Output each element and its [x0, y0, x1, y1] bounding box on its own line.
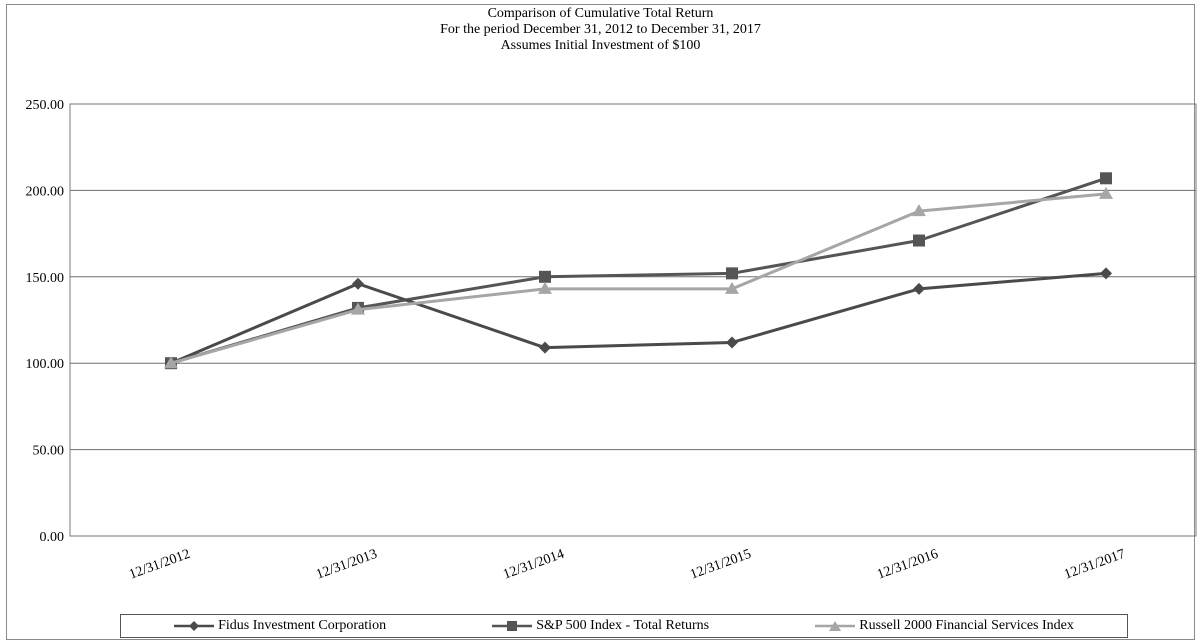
legend-item-fidus: Fidus Investment Corporation: [174, 618, 386, 634]
data-point-diamond: [913, 282, 925, 295]
data-point-triangle: [351, 302, 365, 315]
legend-label-sp500: S&P 500 Index - Total Returns: [536, 618, 710, 633]
legend: Fidus Investment Corporation S&P 500 Ind…: [120, 614, 1128, 638]
series-line-diamond: [170, 271, 1107, 365]
legend-label-fidus: Fidus Investment Corporation: [218, 618, 387, 633]
title-line-2: For the period December 31, 2012 to Dece…: [440, 22, 761, 37]
title-line-1: Comparison of Cumulative Total Return: [487, 6, 714, 21]
chart-title: Comparison of Cumulative Total Return Fo…: [0, 6, 1201, 54]
legend-item-russell: Russell 2000 Financial Services Index: [815, 618, 1074, 634]
title-line-3: Assumes Initial Investment of $100: [500, 38, 701, 53]
data-point-diamond: [352, 277, 364, 290]
data-point-triangle: [1099, 186, 1113, 199]
data-point-triangle: [725, 281, 739, 294]
data-point-square: [539, 270, 551, 283]
data-point-diamond: [726, 336, 738, 349]
y-tick-label: 200.00: [26, 184, 65, 199]
data-point-diamond: [539, 341, 551, 354]
data-point-square: [726, 267, 738, 280]
y-tick-label: 100.00: [26, 357, 65, 372]
data-point-diamond: [1100, 267, 1112, 280]
x-tick-label: 12/31/2016: [875, 547, 940, 583]
chart-frame: [6, 4, 1195, 640]
data-point-triangle: [538, 281, 552, 294]
plot-area: [69, 103, 1197, 537]
x-tick-label: 12/31/2014: [501, 547, 566, 583]
legend-label-russell: Russell 2000 Financial Services Index: [859, 618, 1074, 633]
x-tick-label: 12/31/2017: [1062, 547, 1127, 583]
legend-marker-triangle: [815, 621, 856, 631]
x-tick-label: 12/31/2012: [127, 547, 192, 583]
legend-marker-square: [492, 621, 533, 631]
data-point-triangle: [164, 356, 178, 369]
x-tick-label: 12/31/2015: [688, 547, 753, 583]
legend-item-sp500: S&P 500 Index - Total Returns: [492, 618, 709, 634]
y-tick-label: 50.00: [33, 444, 65, 459]
data-point-square: [913, 234, 925, 247]
data-point-square: [1100, 172, 1112, 185]
series-line-triangle: [170, 192, 1107, 365]
y-tick-label: 0.00: [40, 530, 65, 545]
y-tick-label: 250.00: [26, 98, 65, 113]
legend-marker-diamond: [174, 621, 215, 631]
data-point-triangle: [912, 204, 926, 217]
x-tick-label: 12/31/2013: [314, 547, 379, 583]
y-tick-label: 150.00: [26, 271, 65, 286]
